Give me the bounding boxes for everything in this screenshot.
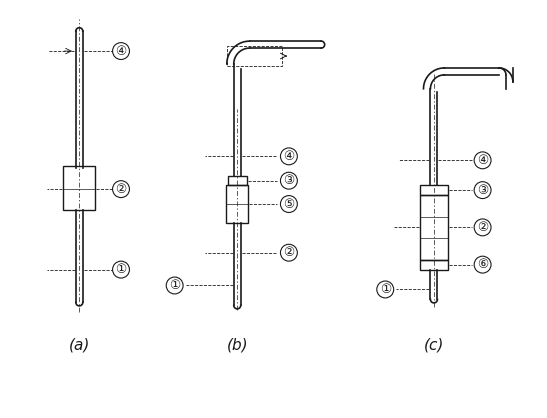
Text: ④: ④ — [115, 45, 127, 58]
Bar — [228, 46, 282, 66]
Bar — [226, 185, 248, 223]
Text: ⑥: ⑥ — [477, 258, 488, 271]
Text: (a): (a) — [68, 338, 90, 353]
Text: ①: ① — [115, 263, 127, 276]
Text: ②: ② — [283, 246, 294, 259]
Text: ④: ④ — [477, 154, 488, 167]
Text: ②: ② — [477, 221, 488, 234]
Text: ②: ② — [115, 183, 127, 196]
Text: ③: ③ — [477, 184, 488, 196]
Bar — [420, 195, 448, 260]
Text: (b): (b) — [226, 338, 248, 353]
Text: ①: ① — [169, 279, 181, 292]
Text: ④: ④ — [283, 150, 294, 163]
Bar — [420, 185, 448, 195]
Text: (c): (c) — [424, 338, 444, 353]
Bar — [63, 166, 95, 210]
Text: ③: ③ — [283, 174, 294, 187]
Bar — [228, 176, 247, 185]
Bar — [420, 260, 448, 270]
Text: ①: ① — [380, 283, 391, 296]
Text: ⑤: ⑤ — [283, 198, 294, 211]
